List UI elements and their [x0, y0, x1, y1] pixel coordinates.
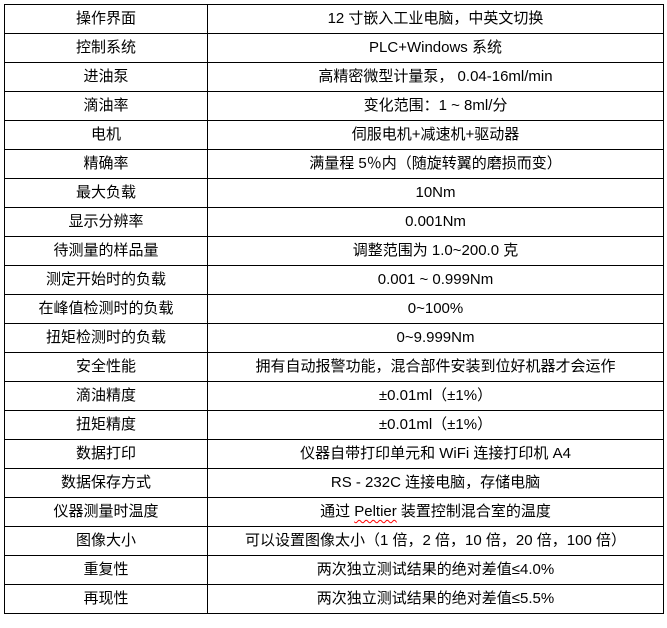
spec-value-cell: ±0.01ml（±1%）: [207, 410, 664, 440]
spec-label-cell: 显示分辨率: [4, 207, 208, 237]
table-row: 再现性 两次独立测试结果的绝对差值≤5.5%: [4, 584, 664, 614]
spec-value-cell: 12 寸嵌入工业电脑，中英文切换: [207, 4, 664, 34]
value-text: 装置控制混合室的温度: [396, 503, 551, 520]
spec-label-cell: 最大负载: [4, 178, 208, 208]
spellcheck-flagged-word: Peltier: [354, 503, 397, 520]
spec-label-cell: 电机: [4, 120, 208, 150]
spec-value-cell: 高精密微型计量泵， 0.04-16ml/min: [207, 62, 664, 92]
table-row: 仪器测量时温度 通过 Peltier 装置控制混合室的温度: [4, 497, 664, 527]
spec-label-cell: 操作界面: [4, 4, 208, 34]
spec-label-cell: 数据打印: [4, 439, 208, 469]
spec-label-cell: 扭矩检测时的负载: [4, 323, 208, 353]
spec-label-cell: 待测量的样品量: [4, 236, 208, 266]
table-row: 安全性能 拥有自动报警功能，混合部件安装到位好机器才会运作: [4, 352, 664, 382]
table-row: 数据打印 仪器自带打印单元和 WiFi 连接打印机 A4: [4, 439, 664, 469]
spec-value-cell: 可以设置图像太小（1 倍，2 倍，10 倍，20 倍，100 倍）: [207, 526, 664, 556]
table-row: 最大负载 10Nm: [4, 178, 664, 208]
table-row: 精确率 满量程 5％内（随旋转翼的磨损而变）: [4, 149, 664, 179]
spec-value-cell: PLC+Windows 系统: [207, 33, 664, 63]
spec-value-cell: 满量程 5％内（随旋转翼的磨损而变）: [207, 149, 664, 179]
spec-label-cell: 数据保存方式: [4, 468, 208, 498]
value-text: 通过: [320, 503, 355, 520]
spec-value-cell: ±0.01ml（±1%）: [207, 381, 664, 411]
spec-value-cell: 10Nm: [207, 178, 664, 208]
spec-value-cell: 变化范围：1 ~ 8ml/分: [207, 91, 664, 121]
table-row: 操作界面 12 寸嵌入工业电脑，中英文切换: [4, 4, 664, 34]
spec-value-cell: 0~100%: [207, 294, 664, 324]
table-row: 扭矩精度 ±0.01ml（±1%）: [4, 410, 664, 440]
spec-value-cell: 仪器自带打印单元和 WiFi 连接打印机 A4: [207, 439, 664, 469]
table-row: 电机 伺服电机+减速机+驱动器: [4, 120, 664, 150]
spec-value-cell: 拥有自动报警功能，混合部件安装到位好机器才会运作: [207, 352, 664, 382]
table-row: 重复性 两次独立测试结果的绝对差值≤4.0%: [4, 555, 664, 585]
spec-value-cell: 伺服电机+减速机+驱动器: [207, 120, 664, 150]
spec-label-cell: 仪器测量时温度: [4, 497, 208, 527]
spec-value-cell: 两次独立测试结果的绝对差值≤4.0%: [207, 555, 664, 585]
table-row: 数据保存方式 RS - 232C 连接电脑，存储电脑: [4, 468, 664, 498]
table-row: 显示分辨率 0.001Nm: [4, 207, 664, 237]
table-row: 测定开始时的负载 0.001 ~ 0.999Nm: [4, 265, 664, 295]
table-row: 扭矩检测时的负载 0~9.999Nm: [4, 323, 664, 353]
spec-label-cell: 扭矩精度: [4, 410, 208, 440]
spec-value-cell: 0.001 ~ 0.999Nm: [207, 265, 664, 295]
spec-value-cell: 通过 Peltier 装置控制混合室的温度: [207, 497, 664, 527]
spec-label-cell: 进油泵: [4, 62, 208, 92]
spec-label-cell: 测定开始时的负载: [4, 265, 208, 295]
table-row: 进油泵 高精密微型计量泵， 0.04-16ml/min: [4, 62, 664, 92]
spec-value-cell: 0~9.999Nm: [207, 323, 664, 353]
table-row: 待测量的样品量 调整范围为 1.0~200.0 克: [4, 236, 664, 266]
spec-table-body: 操作界面 12 寸嵌入工业电脑，中英文切换 控制系统 PLC+Windows 系统 进油…: [4, 4, 664, 614]
table-row: 控制系统 PLC+Windows 系统: [4, 33, 664, 63]
spec-label-cell: 滴油精度: [4, 381, 208, 411]
spec-table: 操作界面 12 寸嵌入工业电脑，中英文切换 控制系统 PLC+Windows 系统 进油…: [4, 4, 664, 614]
spec-label-cell: 图像大小: [4, 526, 208, 556]
table-row: 在峰值检测时的负载 0~100%: [4, 294, 664, 324]
spec-label-cell: 滴油率: [4, 91, 208, 121]
spec-label-cell: 重复性: [4, 555, 208, 585]
spec-value-cell: 0.001Nm: [207, 207, 664, 237]
table-row: 滴油精度 ±0.01ml（±1%）: [4, 381, 664, 411]
spec-value-cell: RS - 232C 连接电脑，存储电脑: [207, 468, 664, 498]
table-row: 滴油率 变化范围：1 ~ 8ml/分: [4, 91, 664, 121]
spec-value-cell: 调整范围为 1.0~200.0 克: [207, 236, 664, 266]
spec-label-cell: 精确率: [4, 149, 208, 179]
spec-label-cell: 控制系统: [4, 33, 208, 63]
table-row: 图像大小 可以设置图像太小（1 倍，2 倍，10 倍，20 倍，100 倍）: [4, 526, 664, 556]
spec-label-cell: 再现性: [4, 584, 208, 614]
spec-label-cell: 安全性能: [4, 352, 208, 382]
spec-value-cell: 两次独立测试结果的绝对差值≤5.5%: [207, 584, 664, 614]
spec-label-cell: 在峰值检测时的负载: [4, 294, 208, 324]
